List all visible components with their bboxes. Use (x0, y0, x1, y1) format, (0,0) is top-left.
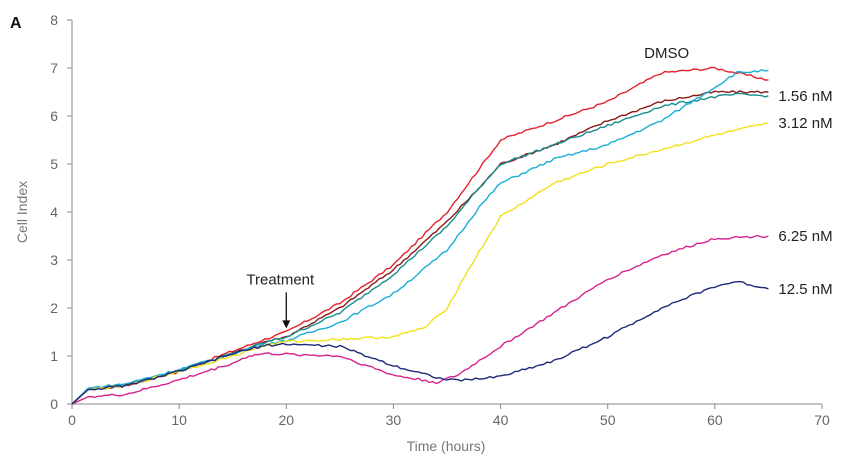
x-tick-label: 30 (386, 412, 402, 428)
y-axis-title: Cell Index (14, 181, 30, 243)
x-ticks: 0 10 20 30 40 50 60 70 (68, 404, 830, 428)
series-lines (71, 66, 769, 405)
series-line (71, 92, 769, 405)
series-label: 12.5 nM (778, 281, 832, 298)
series-line (71, 122, 769, 405)
series-label: DMSO (644, 45, 689, 62)
series-label: 3.12 nM (778, 115, 832, 132)
treatment-annotation: Treatment (246, 271, 315, 329)
x-tick-label: 50 (600, 412, 616, 428)
y-tick-label: 0 (50, 396, 58, 412)
series-label: 1.56 nM (778, 88, 832, 105)
y-tick-label: 6 (50, 108, 58, 124)
x-tick-label: 60 (707, 412, 723, 428)
treatment-label: Treatment (246, 271, 315, 288)
series-line (71, 69, 769, 405)
y-tick-label: 2 (50, 300, 58, 316)
x-tick-label: 70 (814, 412, 830, 428)
series-line (71, 66, 769, 405)
y-tick-label: 7 (50, 60, 58, 76)
x-tick-label: 40 (493, 412, 509, 428)
x-tick-label: 20 (278, 412, 294, 428)
series-line (71, 90, 769, 405)
x-tick-label: 0 (68, 412, 76, 428)
panel-letter: A (10, 15, 22, 32)
series-line (71, 234, 769, 405)
series-label: 6.25 nM (778, 228, 832, 245)
treatment-arrow-head-icon (282, 320, 291, 329)
x-axis-title: Time (hours) (407, 438, 486, 454)
x-tick-label: 10 (171, 412, 187, 428)
y-tick-label: 3 (50, 252, 58, 268)
series-labels: DMSO 1.56 nM 3.12 nM 6.25 nM 12.5 nM (644, 45, 832, 298)
y-tick-label: 1 (50, 348, 58, 364)
y-tick-label: 4 (50, 204, 58, 220)
y-ticks: 0 1 2 3 4 5 6 7 8 (50, 12, 72, 412)
series-line (71, 280, 769, 405)
y-tick-label: 5 (50, 156, 58, 172)
y-tick-label: 8 (50, 12, 58, 28)
